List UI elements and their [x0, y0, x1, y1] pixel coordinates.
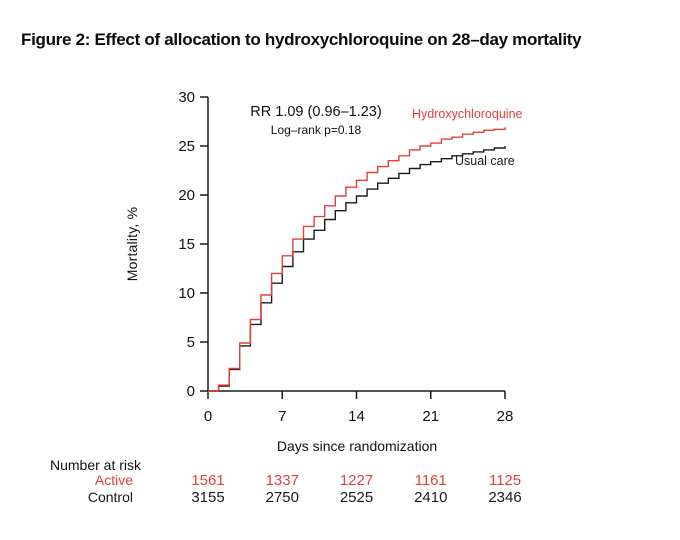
x-tick-label: 14 — [348, 408, 365, 425]
risk-row-label-control: Control — [87, 489, 133, 505]
stats-annotation: RR 1.09 (0.96–1.23) Log–rank p=0.18 — [250, 104, 381, 137]
risk-row-label-active: Active — [94, 472, 133, 488]
y-axis-title: Mortality, % — [124, 206, 140, 282]
y-tick-label: 20 — [178, 187, 195, 204]
legend-label-usual-care: Usual care — [455, 154, 515, 168]
risk-value-active-day28: 1125 — [488, 472, 522, 489]
x-tick-label: 21 — [422, 408, 439, 425]
y-tick-label: 5 — [187, 334, 195, 351]
y-tick-label: 10 — [178, 285, 195, 302]
number-at-risk-heading: Number at risk — [50, 457, 142, 473]
risk-value-active-day21: 1161 — [414, 472, 447, 489]
risk-value-control-day21: 2410 — [414, 489, 448, 506]
x-tick-label: 28 — [497, 408, 514, 425]
figure-title: Figure 2: Effect of allocation to hydrox… — [21, 30, 582, 49]
risk-value-active-day0: 1561 — [191, 472, 225, 489]
y-tick-label: 0 — [187, 383, 195, 400]
y-tick-label: 15 — [178, 236, 195, 253]
risk-value-control-day0: 3155 — [191, 489, 225, 506]
logrank-text: Log–rank p=0.18 — [270, 123, 362, 137]
y-tick-label: 30 — [178, 89, 195, 106]
x-tick-label: 7 — [278, 408, 286, 425]
x-axis-title: Days since randomization — [276, 438, 438, 454]
risk-value-control-day7: 2750 — [265, 489, 299, 506]
risk-value-control-day28: 2346 — [488, 489, 522, 506]
x-tick-label: 0 — [204, 408, 212, 425]
risk-value-active-day7: 1337 — [265, 472, 299, 489]
legend-label-hydroxychloroquine: Hydroxychloroquine — [412, 107, 523, 121]
risk-value-control-day14: 2525 — [339, 489, 374, 506]
curve-hydroxychloroquine — [208, 127, 506, 392]
y-tick-label: 25 — [178, 138, 195, 155]
rate-ratio-text: RR 1.09 (0.96–1.23) — [250, 104, 382, 120]
risk-value-active-day14: 1227 — [339, 472, 374, 489]
